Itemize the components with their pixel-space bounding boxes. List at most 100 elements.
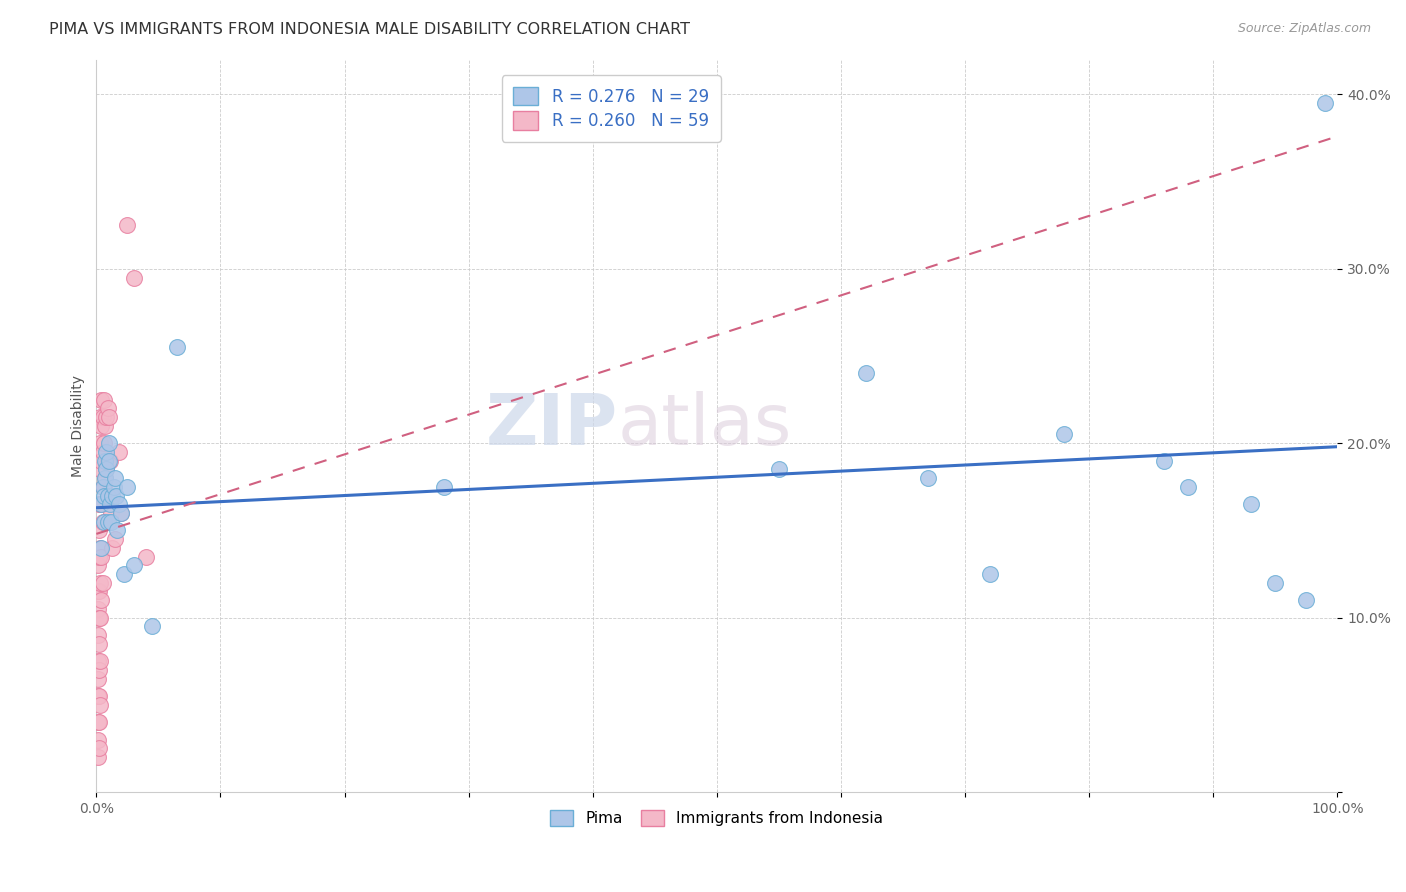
Point <box>97 410 120 425</box>
Point <box>101 541 124 555</box>
Point <box>90 593 112 607</box>
Point <box>87 549 110 564</box>
Y-axis label: Male Disability: Male Disability <box>72 375 86 477</box>
Point <box>89 698 111 712</box>
Text: PIMA VS IMMIGRANTS FROM INDONESIA MALE DISABILITY CORRELATION CHART: PIMA VS IMMIGRANTS FROM INDONESIA MALE D… <box>49 22 690 37</box>
Point <box>141 619 163 633</box>
Point <box>86 715 108 730</box>
Point <box>86 602 108 616</box>
Point <box>100 506 122 520</box>
Point <box>96 462 118 476</box>
Point <box>122 270 145 285</box>
Point <box>89 436 111 450</box>
Point <box>1053 427 1076 442</box>
Point <box>87 584 110 599</box>
Point <box>94 418 117 433</box>
Point <box>93 436 115 450</box>
Point <box>91 445 114 459</box>
Point <box>96 401 118 416</box>
Point <box>87 524 110 538</box>
Point <box>93 515 115 529</box>
Point <box>87 637 110 651</box>
Point <box>101 489 124 503</box>
Point <box>96 445 118 459</box>
Point <box>98 453 121 467</box>
Point <box>96 410 118 425</box>
Point <box>93 489 115 503</box>
Point <box>86 672 108 686</box>
Point <box>100 515 122 529</box>
Point <box>1239 497 1261 511</box>
Point <box>97 453 120 467</box>
Point <box>86 654 108 668</box>
Point <box>86 558 108 573</box>
Point <box>87 741 110 756</box>
Point <box>166 340 188 354</box>
Point <box>86 732 108 747</box>
Point <box>89 497 111 511</box>
Point <box>110 506 132 520</box>
Point <box>91 575 114 590</box>
Point <box>87 689 110 703</box>
Point <box>90 549 112 564</box>
Point <box>112 566 135 581</box>
Point <box>117 219 139 233</box>
Point <box>86 584 108 599</box>
Point <box>93 480 115 494</box>
Point <box>117 480 139 494</box>
Point <box>98 497 121 511</box>
Point <box>89 654 111 668</box>
Point <box>93 392 115 407</box>
Point <box>87 663 110 677</box>
Text: Source: ZipAtlas.com: Source: ZipAtlas.com <box>1237 22 1371 36</box>
Point <box>91 515 114 529</box>
Point <box>917 471 939 485</box>
Point <box>1295 593 1317 607</box>
Point <box>768 462 790 476</box>
Point <box>103 480 125 494</box>
Point <box>94 471 117 485</box>
Point <box>87 715 110 730</box>
Point <box>96 462 118 476</box>
Point <box>90 541 112 555</box>
Point <box>122 558 145 573</box>
Point <box>89 541 111 555</box>
Point <box>1153 453 1175 467</box>
Point <box>135 549 157 564</box>
Point <box>86 750 108 764</box>
Point <box>90 497 112 511</box>
Point <box>855 367 877 381</box>
Point <box>96 489 118 503</box>
Legend: Pima, Immigrants from Indonesia: Pima, Immigrants from Indonesia <box>541 801 893 836</box>
Point <box>90 453 112 467</box>
Point <box>86 628 108 642</box>
Point <box>105 489 128 503</box>
Point <box>107 524 129 538</box>
Point <box>89 462 111 476</box>
Point <box>104 532 127 546</box>
Point <box>979 566 1001 581</box>
Point <box>110 506 132 520</box>
Point <box>87 497 110 511</box>
Point <box>1264 575 1286 590</box>
Point <box>107 445 129 459</box>
Point <box>90 418 112 433</box>
Point <box>87 610 110 624</box>
Point <box>96 515 118 529</box>
Point <box>94 471 117 485</box>
Point <box>89 410 111 425</box>
Point <box>1177 480 1199 494</box>
Text: ZIP: ZIP <box>485 392 617 460</box>
Point <box>91 480 114 494</box>
Point <box>1313 96 1336 111</box>
Point <box>96 453 118 467</box>
Point <box>94 453 117 467</box>
Text: atlas: atlas <box>617 392 792 460</box>
Point <box>89 610 111 624</box>
Point <box>104 471 127 485</box>
Point <box>90 497 112 511</box>
Point <box>90 392 112 407</box>
Point <box>107 497 129 511</box>
Point <box>433 480 456 494</box>
Point <box>97 436 120 450</box>
